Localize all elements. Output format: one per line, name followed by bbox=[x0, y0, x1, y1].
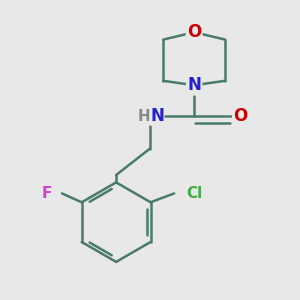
Text: N: N bbox=[150, 107, 164, 125]
Text: N: N bbox=[187, 76, 201, 94]
Text: O: O bbox=[187, 23, 201, 41]
Text: F: F bbox=[42, 186, 52, 201]
Text: O: O bbox=[233, 107, 248, 125]
Text: H: H bbox=[137, 109, 150, 124]
Text: Cl: Cl bbox=[186, 186, 202, 201]
